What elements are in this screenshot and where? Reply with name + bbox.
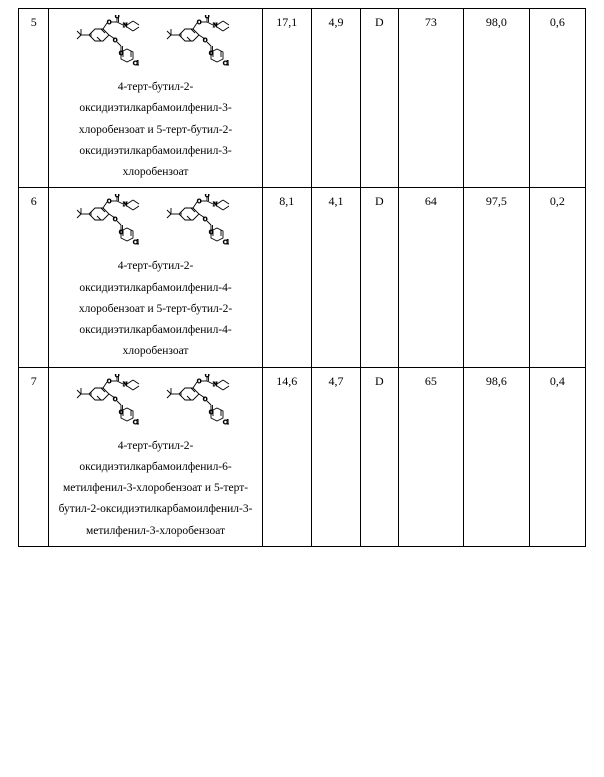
cell-v6: 0,6 [529,9,585,188]
cell-index: 7 [19,367,49,546]
cell-v5: 98,6 [464,367,530,546]
structure-icon [71,374,151,430]
structure-icon [161,374,241,430]
compound-name: 4-терт-бутил-2-оксидиэтилкарбамоилфенил-… [51,436,259,542]
cell-v4: 73 [398,9,464,188]
compound-name: 4-терт-бутил-2-оксидиэтилкарбамоилфенил-… [51,77,259,183]
cell-v4: 64 [398,188,464,367]
structure-icon [71,194,151,250]
cell-v1: 8,1 [262,188,311,367]
compound-name: 4-терт-бутил-2-оксидиэтилкарбамоилфенил-… [51,256,259,362]
structure-pair [51,374,259,430]
table-row: 6 4-терт-бутил-2-оксидиэтилкарбамоилфени… [19,188,586,367]
cell-v1: 14,6 [262,367,311,546]
cell-v2: 4,9 [311,9,360,188]
cell-v4: 65 [398,367,464,546]
structure-pair [51,15,259,71]
cell-compound: 4-терт-бутил-2-оксидиэтилкарбамоилфенил-… [49,367,262,546]
cell-v2: 4,7 [311,367,360,546]
structure-icon [71,15,151,71]
cell-v3: D [361,367,398,546]
structure-icon [161,194,241,250]
structure-icon [161,15,241,71]
cell-v5: 98,0 [464,9,530,188]
cell-v6: 0,4 [529,367,585,546]
cell-v3: D [361,9,398,188]
page: 5 4-терт-бутил-2-оксидиэтилкарбамоилфени… [0,0,604,777]
cell-compound: 4-терт-бутил-2-оксидиэтилкарбамоилфенил-… [49,188,262,367]
table-row: 5 4-терт-бутил-2-оксидиэтилкарбамоилфени… [19,9,586,188]
cell-index: 5 [19,9,49,188]
structure-pair [51,194,259,250]
cell-v1: 17,1 [262,9,311,188]
cell-v3: D [361,188,398,367]
data-table: 5 4-терт-бутил-2-оксидиэтилкарбамоилфени… [18,8,586,547]
cell-compound: 4-терт-бутил-2-оксидиэтилкарбамоилфенил-… [49,9,262,188]
table-row: 7 4-терт-бутил-2-оксидиэтилкарбамоилфени… [19,367,586,546]
cell-index: 6 [19,188,49,367]
cell-v6: 0,2 [529,188,585,367]
cell-v5: 97,5 [464,188,530,367]
cell-v2: 4,1 [311,188,360,367]
